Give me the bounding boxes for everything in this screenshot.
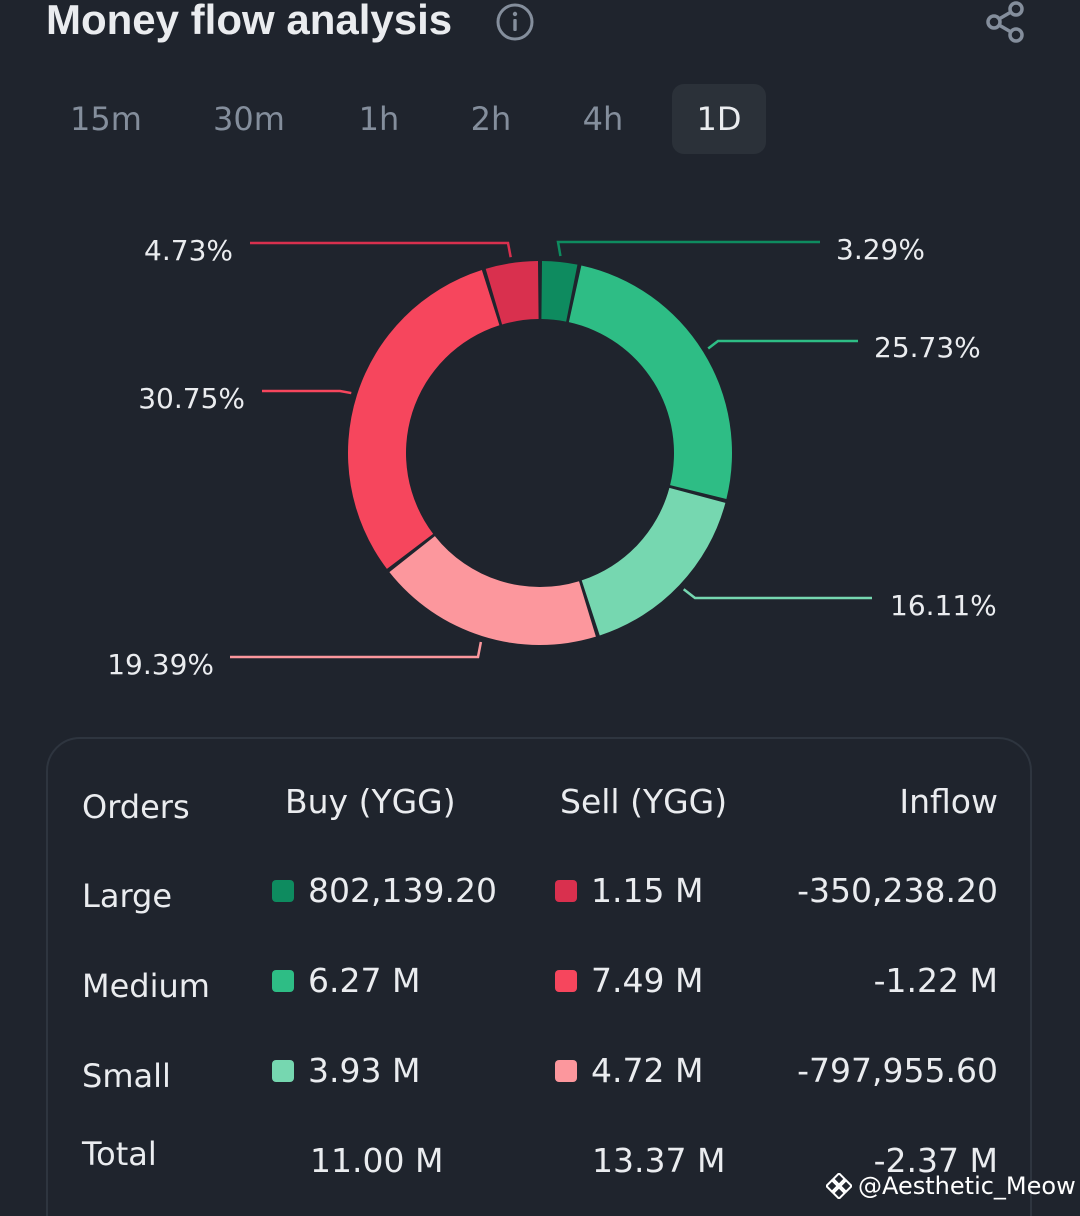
tab-4h[interactable]: 4h xyxy=(582,100,624,138)
large-buy-swatch xyxy=(272,880,294,902)
donut-slice-4 xyxy=(389,536,596,645)
tab-30m[interactable]: 30m xyxy=(213,100,285,138)
tab-1d[interactable]: 1D xyxy=(672,84,766,154)
medium-inflow-value: -1.22 M xyxy=(873,961,998,1000)
row-label-total: Total xyxy=(82,1135,157,1173)
header-sell: Sell (YGG) xyxy=(560,782,728,821)
leader-line-5 xyxy=(262,389,352,395)
slice-label-3: 16.11% xyxy=(890,589,997,622)
tab-15m[interactable]: 15m xyxy=(70,100,142,138)
donut-slice-5 xyxy=(348,270,500,569)
slice-label-5: 30.75% xyxy=(138,382,245,415)
large-inflow-value: -350,238.20 xyxy=(797,871,998,910)
medium-buy-value: 6.27 M xyxy=(308,961,421,1000)
donut-slice-3 xyxy=(581,487,726,636)
page-title: Money flow analysis xyxy=(46,0,453,43)
row-label-small: Small xyxy=(82,1057,171,1095)
watermark-text: @Aesthetic_Meow xyxy=(858,1172,1076,1200)
info-icon[interactable] xyxy=(495,2,535,42)
slice-label-4: 19.39% xyxy=(107,648,214,681)
watermark: @Aesthetic_Meow xyxy=(826,1172,1076,1200)
header-inflow: Inflow xyxy=(899,782,998,821)
total-buy-value: 11.00 M xyxy=(310,1141,444,1180)
large-sell-swatch xyxy=(555,880,577,902)
medium-sell-swatch xyxy=(555,970,577,992)
medium-sell-value: 7.49 M xyxy=(591,961,704,1000)
money-flow-donut-chart: 3.29% 25.73% 16.11% 19.39% 30.75% 4.73% xyxy=(107,233,997,681)
small-buy-value: 3.93 M xyxy=(308,1051,421,1090)
slice-label-1: 3.29% xyxy=(836,233,925,266)
header-buy: Buy (YGG) xyxy=(285,782,456,821)
small-inflow-value: -797,955.60 xyxy=(797,1051,998,1090)
leader-line-3 xyxy=(682,588,872,600)
small-sell-swatch xyxy=(555,1060,577,1082)
slice-label-6: 4.73% xyxy=(144,234,233,267)
total-inflow-value: -2.37 M xyxy=(873,1141,998,1180)
small-sell-value: 4.72 M xyxy=(591,1051,704,1090)
tab-2h[interactable]: 2h xyxy=(470,100,512,138)
donut-slice-2 xyxy=(568,265,733,500)
row-label-medium: Medium xyxy=(82,967,210,1005)
header-orders: Orders xyxy=(82,788,190,826)
leader-line-1 xyxy=(556,240,820,257)
small-buy-swatch xyxy=(272,1060,294,1082)
total-sell-value: 13.37 M xyxy=(592,1141,726,1180)
binance-logo-icon xyxy=(826,1173,852,1199)
leader-line-6 xyxy=(250,241,512,258)
large-buy-value: 802,139.20 xyxy=(308,871,497,910)
large-sell-value: 1.15 M xyxy=(591,871,704,910)
share-icon[interactable] xyxy=(984,0,1028,44)
donut-slice-1 xyxy=(541,261,578,322)
donut-slice-6 xyxy=(485,261,539,325)
orders-table-card xyxy=(46,737,1032,1216)
leader-line-4 xyxy=(230,641,483,659)
row-label-large: Large xyxy=(82,877,173,915)
medium-buy-swatch xyxy=(272,970,294,992)
tab-1h[interactable]: 1h xyxy=(358,100,400,138)
leader-line-2 xyxy=(707,339,858,350)
slice-label-2: 25.73% xyxy=(874,331,981,364)
